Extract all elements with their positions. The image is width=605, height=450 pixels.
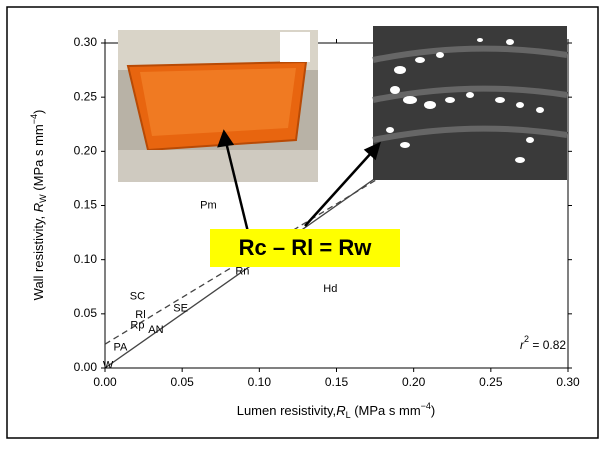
arrows xyxy=(217,129,381,233)
point-label: PA xyxy=(114,341,129,353)
point-label: SC xyxy=(130,290,145,302)
point-label: Rn xyxy=(235,265,249,277)
photo-micrograph xyxy=(372,26,568,180)
x-tick-label: 0.25 xyxy=(479,375,503,389)
y-axis-label: Wall resistivity, RW (MPa s mm−4) xyxy=(29,110,48,301)
point-label: Rl xyxy=(135,309,145,321)
r2-label: r2 = 0.82 xyxy=(520,334,566,352)
point-label: Hd xyxy=(323,283,337,295)
x-axis-label: Lumen resistivity,RL (MPa s mm−4) xyxy=(237,401,436,420)
point-label: AN xyxy=(148,324,163,336)
point-label: SE xyxy=(173,302,188,314)
y-tick-label: 0.15 xyxy=(74,198,98,212)
y-tick-label: 0.20 xyxy=(74,144,98,158)
x-tick-label: 0.15 xyxy=(325,375,349,389)
y-tick-label: 0.05 xyxy=(74,306,98,320)
x-tick-label: 0.05 xyxy=(170,375,194,389)
annotation: Rc – Rl = Rw xyxy=(239,235,373,260)
x-tick-label: 0.00 xyxy=(93,375,117,389)
y-tick-label: 0.00 xyxy=(74,360,98,374)
point-label: W xyxy=(103,360,114,372)
y-tick-label: 0.30 xyxy=(74,35,98,49)
photo-tray xyxy=(118,30,318,182)
x-tick-label: 0.10 xyxy=(248,375,272,389)
point-label: Rp xyxy=(130,320,144,332)
point-label: Pm xyxy=(200,199,217,211)
y-tick-label: 0.25 xyxy=(74,89,98,103)
annotation-box xyxy=(210,229,400,267)
x-tick-label: 0.30 xyxy=(556,375,580,389)
y-tick-label: 0.10 xyxy=(74,252,98,266)
x-tick-label: 0.20 xyxy=(402,375,426,389)
